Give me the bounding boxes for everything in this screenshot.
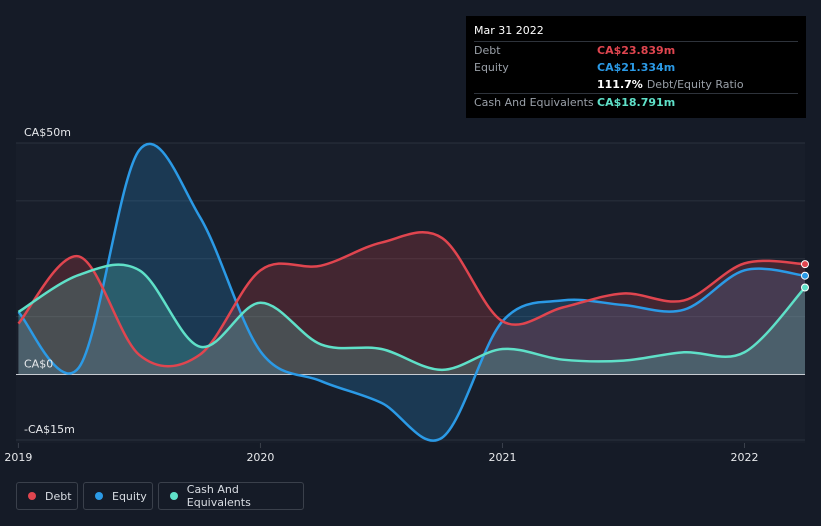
legend-dot-icon [170,492,178,500]
series-lines [17,142,806,442]
legend-dot-icon [95,492,103,500]
legend-item-cash[interactable]: Cash And Equivalents [158,482,304,510]
tooltip-date: Mar 31 2022 [474,24,544,37]
legend-item-debt[interactable]: Debt [16,482,78,510]
tooltip-label: Equity [474,61,509,74]
tooltip-label [474,76,597,93]
x-tick-label: 2022 [730,451,758,464]
tooltip-ratio-label: Debt/Equity Ratio [646,78,744,91]
y-tick-label: CA$0 [24,358,53,371]
x-tick-label: 2020 [246,451,274,464]
plot-background [16,143,805,443]
endpoint-cash-and-equivalents [801,283,809,292]
legend-label: Cash And Equivalents [186,483,251,509]
area-equity [18,143,806,441]
legend-label: Debt [45,489,72,503]
legend-dot-icon [28,492,36,500]
legend-item-equity[interactable]: Equity [83,482,153,510]
tooltip-value: CA$23.839m [597,44,676,57]
tooltip-label: Debt [474,44,501,57]
x-axis-ticks: 2019 2020 2021 2022 [4,443,758,464]
area-cash-and-equivalents [18,264,806,375]
data-tooltip: Mar 31 2022 Debt CA$23.839m Equity CA$21… [466,16,806,118]
y-axis-ticks: CA$50m CA$0 -CA$15m [24,126,75,436]
line-cash-and-equivalents [17,263,806,372]
legend-label: Equity [112,489,147,503]
endpoint-debt [801,260,809,269]
y-tick-label: -CA$15m [24,423,75,436]
tooltip-row-ratio: 111.7% Debt/Equity Ratio [474,76,798,93]
tooltip-value: CA$21.334m [597,61,676,74]
tooltip-row-cash: Cash And Equivalents CA$18.791m [474,93,798,111]
endpoint-equity [801,271,809,280]
tooltip-label: Cash And Equivalents [474,96,594,109]
y-tick-label: CA$50m [24,126,71,139]
line-equity [17,142,806,442]
tooltip-row-debt: Debt CA$23.839m [474,41,798,59]
tooltip-value: 111.7% [597,78,643,91]
x-tick-label: 2019 [4,451,32,464]
x-tick-label: 2021 [488,451,516,464]
tooltip-value: CA$18.791m [597,96,676,109]
tooltip-row-equity: Equity CA$21.334m [474,59,798,76]
series-endpoints [801,260,809,292]
line-debt [17,231,806,368]
